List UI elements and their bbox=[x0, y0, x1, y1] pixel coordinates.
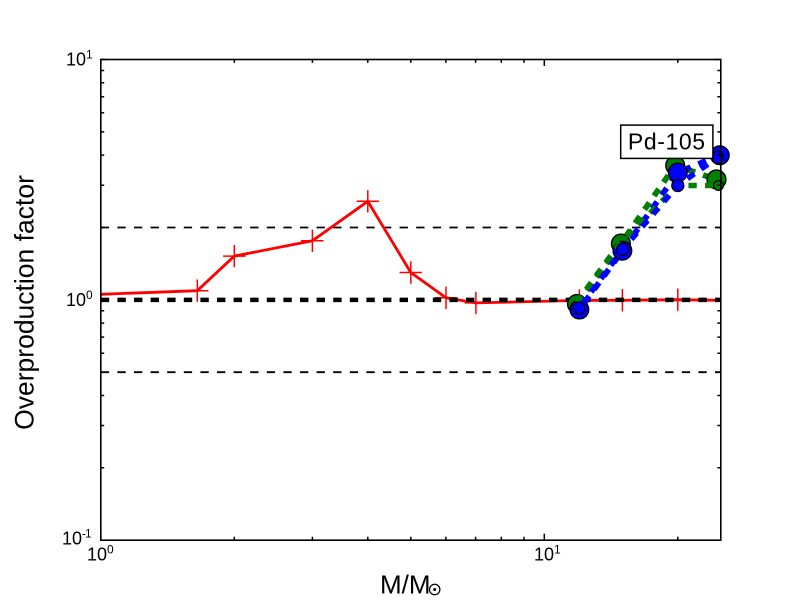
svg-text:Overproduction factor: Overproduction factor bbox=[10, 175, 40, 430]
svg-text:Pd-105: Pd-105 bbox=[628, 129, 706, 155]
svg-text:M/M: M/M bbox=[380, 570, 431, 600]
